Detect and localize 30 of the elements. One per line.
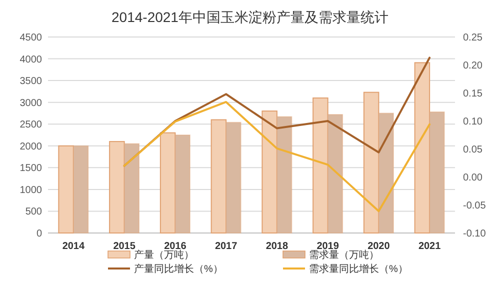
y-tick-label: 1000 bbox=[20, 184, 42, 196]
x-tick-label: 2020 bbox=[368, 241, 390, 252]
y2-tick-label: -0.05 bbox=[463, 200, 486, 212]
y2-tick-label: 0.05 bbox=[463, 144, 483, 156]
y-tick-label: 3500 bbox=[20, 76, 42, 88]
y-tick-label: 4500 bbox=[20, 32, 42, 44]
x-tick-label: 2014 bbox=[62, 241, 85, 252]
y-tick-label: 1500 bbox=[20, 163, 42, 174]
y2-tick-label: 0.15 bbox=[463, 88, 483, 100]
x-tick-label: 2015 bbox=[113, 241, 136, 252]
legend-label: 产量同比增长（%） bbox=[134, 263, 223, 275]
y2-tick-label: 0.00 bbox=[463, 172, 483, 184]
legend-label: 需求量（万吨） bbox=[309, 249, 379, 261]
legend-label: 产量（万吨） bbox=[134, 249, 194, 261]
y2-tick-label: 0.25 bbox=[463, 32, 483, 44]
y2-tick-label: 0.20 bbox=[463, 60, 483, 72]
y-tick-label: 0 bbox=[36, 228, 42, 240]
x-tick-label: 2017 bbox=[214, 241, 238, 252]
line-series bbox=[123, 100, 431, 212]
y-tick-label: 2500 bbox=[20, 120, 42, 131]
x-tick-label: 2021 bbox=[418, 241, 442, 252]
y-tick-label: 3000 bbox=[20, 98, 42, 109]
y2-tick-label: 0.10 bbox=[463, 116, 483, 128]
chart-title: 2014-2021年中国玉米淀粉产量及需求量统计 bbox=[112, 9, 388, 25]
y2-tick-label: -0.10 bbox=[463, 228, 486, 240]
legend-label: 需求量同比增长（%） bbox=[309, 263, 408, 275]
y-tick-label: 4000 bbox=[20, 54, 42, 66]
y-tick-label: 2000 bbox=[20, 141, 42, 152]
x-tick-label: 2018 bbox=[266, 241, 288, 252]
y-tick-label: 500 bbox=[25, 206, 42, 218]
